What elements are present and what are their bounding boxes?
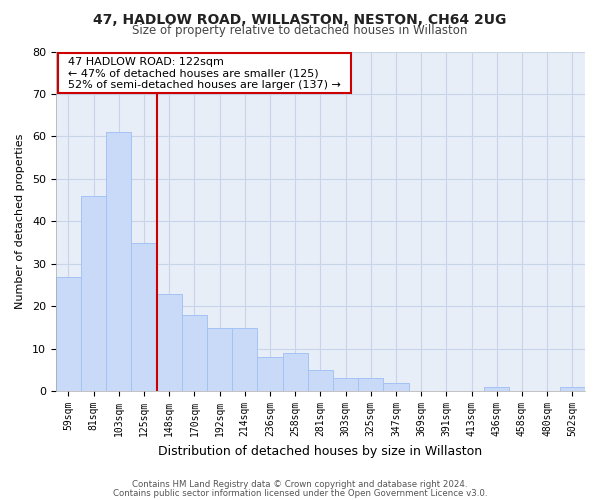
Bar [207, 328, 232, 391]
Bar [81, 196, 106, 391]
X-axis label: Distribution of detached houses by size in Willaston: Distribution of detached houses by size … [158, 444, 482, 458]
Bar [157, 294, 182, 391]
Bar [257, 357, 283, 391]
Text: 47, HADLOW ROAD, WILLASTON, NESTON, CH64 2UG: 47, HADLOW ROAD, WILLASTON, NESTON, CH64… [94, 12, 506, 26]
Bar [308, 370, 333, 391]
Text: Size of property relative to detached houses in Willaston: Size of property relative to detached ho… [133, 24, 467, 37]
Text: Contains public sector information licensed under the Open Government Licence v3: Contains public sector information licen… [113, 488, 487, 498]
Bar [358, 378, 383, 391]
Bar [232, 328, 257, 391]
Bar [484, 387, 509, 391]
Bar [56, 276, 81, 391]
Y-axis label: Number of detached properties: Number of detached properties [15, 134, 25, 309]
Text: 47 HADLOW ROAD: 122sqm
  ← 47% of detached houses are smaller (125)
  52% of sem: 47 HADLOW ROAD: 122sqm ← 47% of detached… [61, 56, 348, 90]
Text: Contains HM Land Registry data © Crown copyright and database right 2024.: Contains HM Land Registry data © Crown c… [132, 480, 468, 489]
Bar [333, 378, 358, 391]
Bar [182, 315, 207, 391]
Bar [106, 132, 131, 391]
Bar [383, 382, 409, 391]
Bar [283, 353, 308, 391]
Bar [560, 387, 585, 391]
Bar [131, 242, 157, 391]
